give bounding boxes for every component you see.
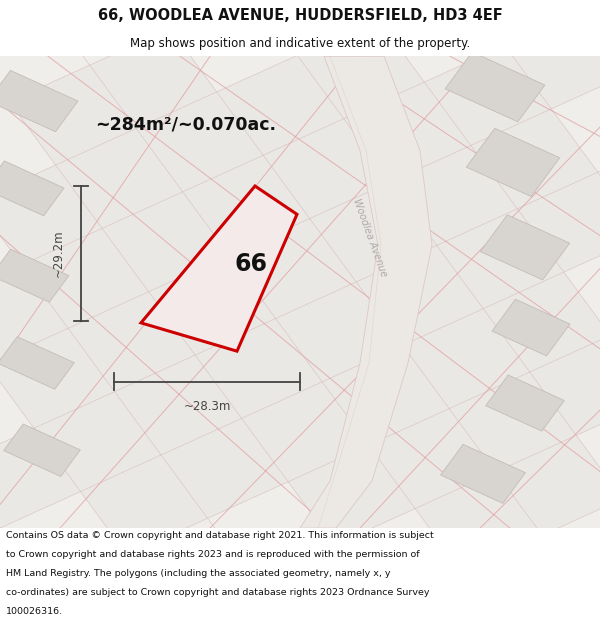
Polygon shape [89,29,217,129]
Polygon shape [182,155,310,255]
Polygon shape [344,82,471,182]
Polygon shape [0,161,64,216]
Polygon shape [161,418,288,518]
Text: ~284m²/~0.070ac.: ~284m²/~0.070ac. [95,116,277,134]
Text: to Crown copyright and database rights 2023 and is reproduced with the permissio: to Crown copyright and database rights 2… [6,550,419,559]
Text: ~28.3m: ~28.3m [184,400,230,413]
Polygon shape [68,292,195,392]
Polygon shape [0,71,78,132]
Polygon shape [4,424,80,476]
Polygon shape [424,46,551,146]
Polygon shape [403,309,530,409]
Polygon shape [141,186,297,351]
Polygon shape [471,109,598,209]
Polygon shape [136,92,263,192]
Text: ~29.2m: ~29.2m [52,229,65,277]
Polygon shape [368,409,496,509]
Polygon shape [0,249,69,302]
Text: 66, WOODLEA AVENUE, HUDDERSFIELD, HD3 4EF: 66, WOODLEA AVENUE, HUDDERSFIELD, HD3 4E… [98,8,502,23]
Text: Woodlea Avenue: Woodlea Avenue [351,198,388,278]
Polygon shape [80,455,208,555]
Polygon shape [0,337,74,389]
Text: 66: 66 [234,252,267,276]
Polygon shape [56,129,182,228]
Polygon shape [310,182,437,282]
Text: co-ordinates) are subject to Crown copyright and database rights 2023 Ordnance S: co-ordinates) are subject to Crown copyr… [6,588,430,597]
Polygon shape [195,319,322,418]
Polygon shape [440,444,526,503]
Polygon shape [0,428,80,528]
Polygon shape [0,265,68,365]
Polygon shape [449,372,576,472]
Polygon shape [300,56,432,528]
Polygon shape [9,65,136,165]
Polygon shape [102,192,229,292]
Text: HM Land Registry. The polygons (including the associated geometry, namely x, y: HM Land Registry. The polygons (includin… [6,569,391,578]
Polygon shape [229,219,356,319]
Text: Map shows position and indicative extent of the property.: Map shows position and indicative extent… [130,38,470,51]
Polygon shape [322,345,449,445]
Polygon shape [263,119,390,219]
Polygon shape [415,472,542,572]
Polygon shape [22,228,149,328]
Polygon shape [496,436,600,535]
Polygon shape [466,128,560,197]
Polygon shape [505,9,600,109]
Polygon shape [437,209,564,309]
Polygon shape [34,392,161,491]
Polygon shape [485,375,565,431]
Polygon shape [481,215,569,280]
Polygon shape [275,282,403,382]
Polygon shape [356,246,483,345]
Polygon shape [517,173,600,272]
Polygon shape [297,19,424,119]
Polygon shape [530,336,600,436]
Text: 100026316.: 100026316. [6,607,63,616]
Polygon shape [0,165,102,265]
Polygon shape [0,328,115,428]
Polygon shape [483,272,600,372]
Polygon shape [242,382,368,482]
Polygon shape [149,255,275,355]
Polygon shape [115,355,242,455]
Text: Contains OS data © Crown copyright and database right 2021. This information is : Contains OS data © Crown copyright and d… [6,531,434,540]
Polygon shape [390,146,517,246]
Polygon shape [217,56,344,155]
Polygon shape [492,299,570,356]
Polygon shape [445,52,545,122]
Polygon shape [288,445,415,545]
